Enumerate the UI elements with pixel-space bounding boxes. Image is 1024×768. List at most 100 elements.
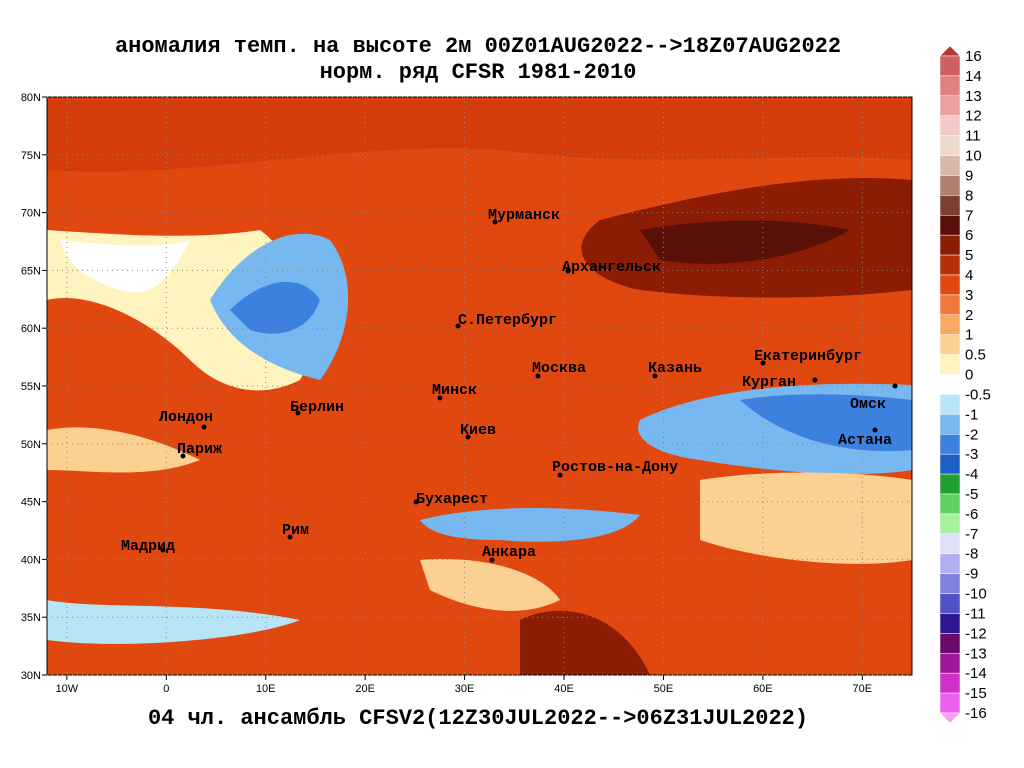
colorbar-arrow-top xyxy=(939,45,961,57)
x-tick-label: 60E xyxy=(753,683,773,695)
city-label: Курган xyxy=(742,374,796,391)
x-tick-label: 0 xyxy=(163,683,169,695)
city-label: Рим xyxy=(282,522,309,539)
colorbar-box xyxy=(939,195,961,216)
colorbar-box xyxy=(939,115,961,136)
x-tick-label: 10E xyxy=(256,683,276,695)
city-label: Мурманск xyxy=(488,207,560,224)
city-dot xyxy=(437,395,443,401)
colorbar-label: -3 xyxy=(965,446,978,463)
y-tick-label: 60N xyxy=(21,323,41,335)
city-label: Казань xyxy=(648,360,702,377)
colorbar-label: -15 xyxy=(965,685,987,702)
y-tick-label: 70N xyxy=(21,208,41,220)
caption: 04 чл. ансамбль CFSV2(12Z30JUL2022-->06Z… xyxy=(148,706,808,731)
colorbar-box xyxy=(939,473,961,495)
city-dot xyxy=(455,323,461,329)
colorbar-box xyxy=(939,513,961,535)
city-dot xyxy=(489,557,495,563)
colorbar-label: -4 xyxy=(965,466,978,483)
colorbar-box xyxy=(939,692,961,714)
city-label: Астана xyxy=(838,432,892,449)
city-dot xyxy=(413,499,419,505)
x-tick-label: 50E xyxy=(654,683,674,695)
colorbar-label: 16 xyxy=(965,48,982,65)
colorbar-label: -10 xyxy=(965,586,987,603)
colorbar-label: 2 xyxy=(965,307,973,324)
city-dot xyxy=(201,424,207,430)
colorbar-box xyxy=(939,414,961,435)
city-label: Киев xyxy=(460,422,496,439)
colorbar-box xyxy=(939,55,961,77)
colorbar-box xyxy=(939,493,961,515)
colorbar-box xyxy=(939,593,961,614)
colorbar-box xyxy=(939,394,961,415)
colorbar-box xyxy=(939,215,961,236)
colorbar-label: 8 xyxy=(965,187,973,204)
colorbar-box xyxy=(939,374,961,395)
city-dot xyxy=(760,360,766,366)
colorbar-box xyxy=(939,234,961,256)
colorbar-box xyxy=(939,75,961,97)
city-dot xyxy=(565,268,571,274)
colorbar-box xyxy=(939,294,961,316)
city-dot xyxy=(287,534,293,540)
colorbar-label: 0 xyxy=(965,367,973,384)
colorbar-box xyxy=(939,653,961,674)
colorbar-label: -16 xyxy=(965,705,987,722)
city-dot xyxy=(180,453,186,459)
colorbar-label: -9 xyxy=(965,566,978,583)
colorbar-box xyxy=(939,672,961,694)
colorbar-label: -13 xyxy=(965,645,987,662)
city-label: Берлин xyxy=(290,399,344,416)
city-dot xyxy=(535,373,541,379)
colorbar-label: -0.5 xyxy=(965,386,991,403)
y-tick-label: 30N xyxy=(21,670,41,682)
city-dot xyxy=(812,377,818,383)
colorbar-label: 13 xyxy=(965,88,982,105)
city-label: С.Петербург xyxy=(458,312,557,329)
colorbar-box xyxy=(939,155,961,176)
y-tick-label: 45N xyxy=(21,497,41,509)
city-dot xyxy=(872,427,878,433)
colorbar-label: 4 xyxy=(965,267,973,284)
colorbar-label: 10 xyxy=(965,148,982,165)
city-dot xyxy=(465,434,471,440)
colorbar-label: -5 xyxy=(965,486,978,503)
colorbar-arrow-bottom xyxy=(939,712,961,724)
colorbar-box xyxy=(939,613,961,634)
colorbar-label: -6 xyxy=(965,506,978,523)
y-tick-label: 40N xyxy=(21,554,41,566)
city-label: Лондон xyxy=(159,409,213,426)
city-dot xyxy=(160,547,166,553)
y-tick-label: 35N xyxy=(21,612,41,624)
city-label: Париж xyxy=(177,441,222,458)
colorbar-label: -2 xyxy=(965,426,978,443)
colorbar-box xyxy=(939,95,961,116)
colorbar-box xyxy=(939,354,961,375)
colorbar-label: 3 xyxy=(965,287,973,304)
city-label: Архангельск xyxy=(562,259,661,276)
city-label: Москва xyxy=(532,360,586,377)
y-tick-label: 65N xyxy=(21,265,41,277)
colorbar-label: 14 xyxy=(965,68,982,85)
city-dot xyxy=(492,219,498,225)
city-dot xyxy=(892,383,898,389)
colorbar-box xyxy=(939,633,961,654)
y-tick-label: 80N xyxy=(21,92,41,104)
colorbar-box xyxy=(939,274,961,296)
colorbar-box xyxy=(939,334,961,355)
colorbar-label: -1 xyxy=(965,406,978,423)
x-tick-label: 20E xyxy=(355,683,375,695)
city-dot xyxy=(557,472,563,478)
colorbar-box xyxy=(939,533,961,554)
colorbar-label: -7 xyxy=(965,526,978,543)
colorbar-label: -11 xyxy=(965,605,986,622)
city-dot xyxy=(295,410,301,416)
y-tick-label: 50N xyxy=(21,439,41,451)
colorbar-label: 6 xyxy=(965,227,973,244)
colorbar-label: -14 xyxy=(965,665,987,682)
city-label: Минск xyxy=(432,382,477,399)
colorbar-box xyxy=(939,434,961,455)
colorbar-box xyxy=(939,175,961,196)
